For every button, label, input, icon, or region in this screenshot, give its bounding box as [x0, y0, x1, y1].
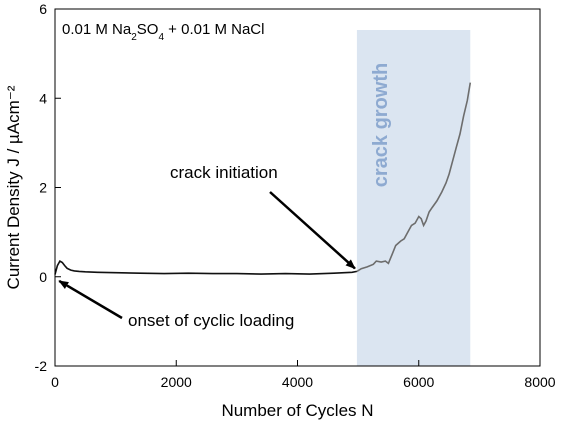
condition-label-part: SO	[137, 21, 159, 38]
y-tick-label: 4	[39, 90, 47, 106]
condition-label-part: + 0.01 M NaCl	[164, 21, 264, 38]
x-tick-label: 4000	[282, 374, 313, 390]
x-tick-label: 0	[51, 374, 59, 390]
y-tick-label: 6	[39, 1, 47, 17]
crack-growth-region	[356, 30, 471, 366]
y-tick-label: 2	[39, 180, 47, 196]
x-tick-label: 2000	[161, 374, 192, 390]
condition-label-part: 2	[131, 32, 137, 43]
onset-arrow	[58, 279, 123, 320]
x-axis-label: Number of Cycles N	[221, 401, 373, 420]
series-line-1	[356, 82, 472, 273]
y-axis-label: Current Density J / µAcm⁻²	[4, 85, 23, 289]
onset-label: onset of cyclic loading	[128, 311, 294, 330]
condition-label: 0.01 M Na2SO4 + 0.01 M NaCl	[62, 21, 264, 43]
series-layer	[54, 82, 472, 275]
y-tick-label: 0	[39, 269, 47, 285]
condition-label-part: 0.01 M Na	[62, 21, 132, 38]
series-line-0	[54, 259, 358, 275]
y-tick-label: -2	[35, 358, 48, 374]
crack-growth-label: crack growth	[370, 63, 392, 187]
crack-initiation-label: crack initiation	[170, 163, 278, 182]
condition-label-part: 4	[158, 32, 164, 43]
x-tick-label: 8000	[524, 374, 555, 390]
crack-initiation-arrow	[269, 191, 356, 270]
x-tick-label: 6000	[403, 374, 434, 390]
